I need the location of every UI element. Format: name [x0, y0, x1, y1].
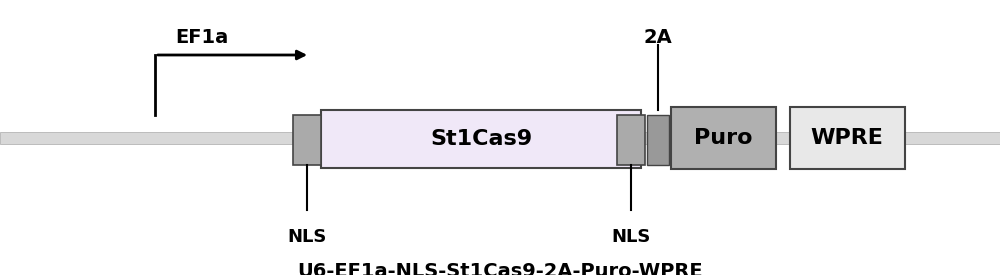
- Text: WPRE: WPRE: [811, 128, 883, 148]
- Bar: [671, 107, 776, 169]
- Bar: [0, 132, 1000, 144]
- Bar: [790, 107, 905, 169]
- Bar: [293, 115, 321, 165]
- Text: 2A: 2A: [644, 28, 672, 47]
- Text: Puro: Puro: [694, 128, 752, 148]
- Bar: [617, 115, 645, 165]
- Text: NLS: NLS: [287, 228, 327, 246]
- Text: EF1a: EF1a: [175, 28, 228, 47]
- Text: NLS: NLS: [611, 228, 651, 246]
- Text: U6-EF1a-NLS-St1Cas9-2A-Puro-WPRE: U6-EF1a-NLS-St1Cas9-2A-Puro-WPRE: [297, 262, 703, 275]
- Text: St1Cas9: St1Cas9: [430, 129, 532, 149]
- Bar: [321, 110, 641, 168]
- Bar: [647, 115, 669, 165]
